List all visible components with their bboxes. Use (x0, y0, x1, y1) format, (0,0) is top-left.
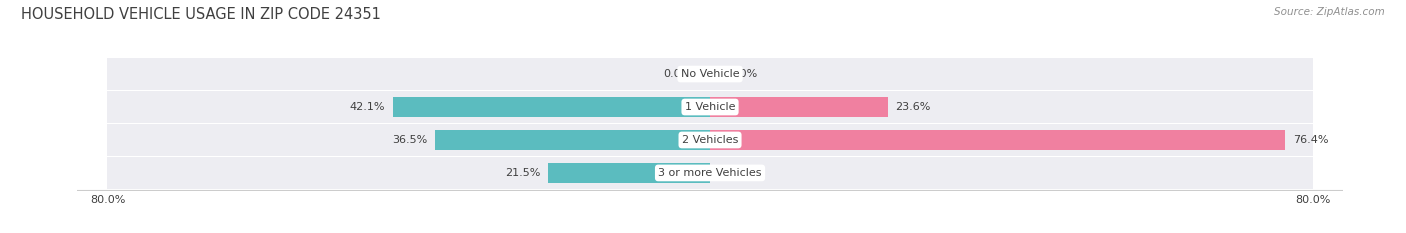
Bar (710, 130, 1285, 150)
Text: 0.0%: 0.0% (728, 168, 756, 178)
Text: 23.6%: 23.6% (896, 102, 931, 112)
Text: 36.5%: 36.5% (392, 135, 427, 145)
Text: Source: ZipAtlas.com: Source: ZipAtlas.com (1274, 7, 1385, 17)
Text: 1 Vehicle: 1 Vehicle (685, 102, 735, 112)
Text: HOUSEHOLD VEHICLE USAGE IN ZIP CODE 24351: HOUSEHOLD VEHICLE USAGE IN ZIP CODE 2435… (21, 7, 381, 22)
Bar (434, 130, 710, 150)
Text: No Vehicle: No Vehicle (681, 69, 740, 79)
Bar (107, 124, 1313, 156)
Text: 3 or more Vehicles: 3 or more Vehicles (658, 168, 762, 178)
Text: 76.4%: 76.4% (1294, 135, 1329, 145)
Bar (107, 91, 1313, 123)
Bar (107, 157, 1313, 189)
Bar (548, 163, 710, 183)
Bar (107, 58, 1313, 90)
Bar (710, 97, 887, 117)
Bar (392, 97, 710, 117)
Text: 2 Vehicles: 2 Vehicles (682, 135, 738, 145)
Text: 42.1%: 42.1% (350, 102, 385, 112)
Text: 0.0%: 0.0% (664, 69, 692, 79)
Text: 0.0%: 0.0% (728, 69, 756, 79)
Text: 21.5%: 21.5% (505, 168, 540, 178)
